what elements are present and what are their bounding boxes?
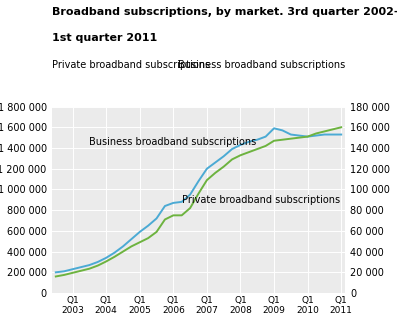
Text: Broadband subscriptions, by market. 3rd quarter 2002-: Broadband subscriptions, by market. 3rd … <box>52 7 397 17</box>
Text: Private broadband subscriptions: Private broadband subscriptions <box>182 195 340 205</box>
Text: Business broadband subscriptions: Business broadband subscriptions <box>89 137 256 147</box>
Text: Business broadband subscriptions: Business broadband subscriptions <box>178 60 345 70</box>
Text: Private broadband subscriptions: Private broadband subscriptions <box>52 60 210 70</box>
Text: 1st quarter 2011: 1st quarter 2011 <box>52 33 157 43</box>
